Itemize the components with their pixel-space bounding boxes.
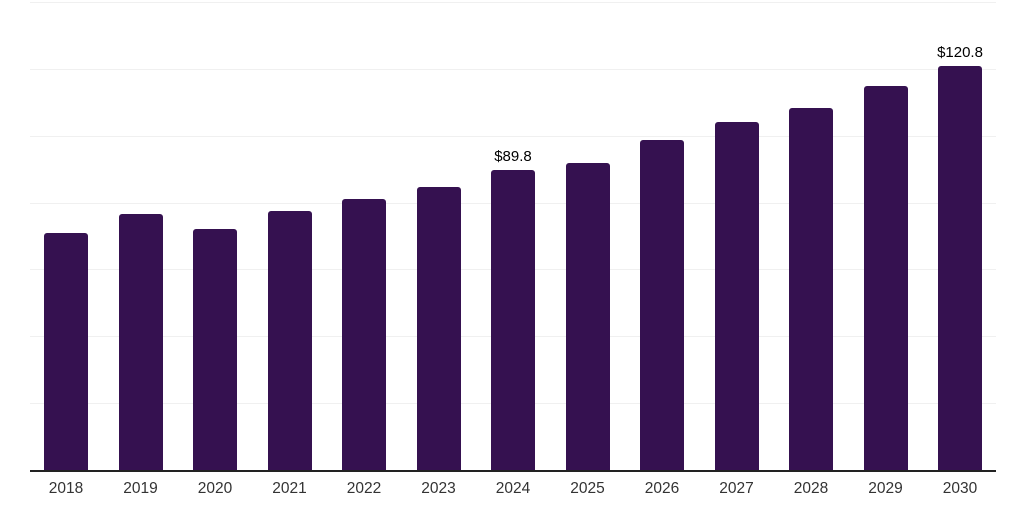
x-tick-label-2029: 2029 — [868, 480, 903, 497]
bar-2030 — [938, 66, 982, 470]
bar-slot-2019 — [118, 2, 163, 470]
bar-2028 — [789, 107, 833, 470]
x-axis-labels: 2018 2019 2020 2021 2022 2023 2024 2025 2026 2027… — [30, 472, 996, 498]
bar-slot-2022 — [342, 2, 386, 470]
gridline-140 — [30, 2, 996, 3]
plot-area: $89.8 $120.8 — [30, 2, 996, 472]
x-tick-label-2024: 2024 — [495, 480, 531, 497]
bar-2029 — [863, 85, 908, 470]
x-tick-label-2018: 2018 — [48, 480, 84, 497]
bar-slot-2023 — [416, 2, 461, 470]
bar-value-label-2030: $120.8 — [937, 44, 983, 62]
bar-2018 — [44, 232, 88, 470]
x-tick-label-2019: 2019 — [123, 480, 158, 497]
bar-slot-2030: $120.8 — [937, 2, 983, 470]
bar-2023 — [416, 187, 461, 470]
bar-slot-2018 — [44, 2, 88, 470]
x-tick-label-2030: 2030 — [942, 480, 978, 497]
bar-2021 — [267, 210, 312, 470]
bar-slot-2027 — [714, 2, 759, 470]
x-tick-label-2027: 2027 — [719, 480, 754, 497]
bars-row: $89.8 $120.8 — [30, 2, 996, 470]
x-tick-label-2023: 2023 — [421, 480, 456, 497]
bar-slot-2020 — [193, 2, 237, 470]
bar-slot-2028 — [789, 2, 833, 470]
bar-slot-2029 — [863, 2, 908, 470]
bar-2025 — [565, 163, 610, 470]
bar-2027 — [714, 122, 759, 470]
bar-value-label-2024: $89.8 — [494, 147, 532, 165]
bar-slot-2021 — [267, 2, 312, 470]
bar-2022 — [342, 198, 386, 470]
bar-slot-2024: $89.8 — [491, 2, 535, 470]
bar-2020 — [193, 228, 237, 470]
gridline-100 — [30, 135, 996, 137]
bar-2024 — [491, 169, 535, 470]
x-tick-label-2026: 2026 — [644, 480, 680, 497]
x-tick-label-2028: 2028 — [793, 480, 829, 497]
x-tick-label-2025: 2025 — [570, 480, 605, 497]
bar-slot-2026 — [640, 2, 684, 470]
bar-slot-2025 — [565, 2, 610, 470]
gridline-120 — [30, 68, 996, 70]
x-tick-label-2022: 2022 — [346, 480, 382, 497]
bar-2026 — [640, 140, 684, 470]
bar-2019 — [118, 214, 163, 470]
x-tick-label-2020: 2020 — [197, 480, 233, 497]
x-tick-label-2021: 2021 — [272, 480, 307, 497]
